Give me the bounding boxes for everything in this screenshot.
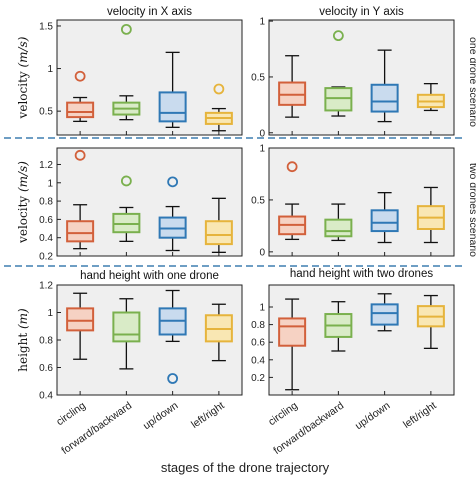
box-up-down: [370, 83, 399, 113]
y-tick-label: 0: [259, 128, 265, 139]
outlier-point: [332, 30, 344, 42]
outlier-point: [167, 176, 179, 188]
plot-area: [268, 147, 455, 257]
y-tick-label: 0.5: [251, 195, 265, 206]
box-left-right: [204, 220, 233, 246]
y-tick-label: 0.6: [251, 338, 265, 349]
panel-title: velocity in Y axis: [319, 6, 404, 18]
y-axis-unit: (m/s): [16, 36, 30, 67]
y-tick-label: 0.4: [39, 233, 53, 244]
y-tick-label: 1: [259, 144, 265, 155]
outlier-point: [120, 175, 132, 187]
panel-title: hand height with two drones: [290, 268, 433, 280]
y-tick-label: 0.6: [39, 215, 53, 226]
y-tick-label: 1: [47, 308, 53, 319]
box-circling: [66, 220, 95, 243]
panel-title: velocity in X axis: [107, 6, 192, 18]
y-tick-label: 0.8: [39, 197, 53, 208]
x-category-label: left/right: [189, 400, 227, 431]
y-axis-label-text: velocity: [16, 192, 30, 244]
row-label-one-drone: one drone scenario: [467, 37, 476, 127]
y-tick-label: 1: [47, 178, 53, 189]
y-tick-label: 0: [259, 247, 265, 258]
y-tick-label: 0.8: [251, 320, 265, 331]
outlier-point: [286, 161, 298, 173]
panel-title: hand height with one drone: [80, 270, 219, 282]
y-axis-label-text: height: [16, 329, 30, 372]
x-category-label: left/right: [401, 400, 439, 431]
y-axis-label: velocity (m/s): [16, 36, 30, 119]
y-tick-label: 1: [47, 64, 53, 75]
y-axis-label: velocity (m/s): [16, 161, 30, 244]
y-tick-label: 1.2: [39, 160, 53, 171]
x-category-label: circling: [266, 400, 300, 429]
y-axis-unit: (m/s): [16, 161, 30, 192]
y-tick-label: 0.5: [251, 72, 265, 83]
box-circling: [66, 307, 95, 332]
outlier-point: [213, 83, 225, 95]
y-tick-label: 1.5: [39, 21, 53, 32]
y-tick-label: 1: [259, 303, 265, 314]
plot-area: [268, 19, 455, 136]
y-axis-unit: (m): [16, 308, 30, 329]
outlier-point: [120, 23, 132, 35]
x-category-label: up/down: [353, 400, 393, 433]
figure-xlabel: stages of the drone trajectory: [161, 460, 330, 475]
row-label-two-drones: two drones scenario: [467, 163, 476, 257]
y-tick-label: 0.2: [251, 373, 265, 384]
outlier-point: [167, 373, 179, 384]
outlier-point: [74, 149, 86, 161]
y-tick-label: 0.5: [39, 107, 53, 118]
box-forward-backward: [324, 218, 353, 238]
box-forward-backward: [112, 311, 141, 343]
box-up-down: [370, 303, 399, 326]
box-circling: [278, 81, 307, 106]
x-category-label: circling: [54, 400, 88, 429]
y-tick-label: 0.6: [39, 363, 53, 374]
box-circling: [66, 101, 95, 119]
y-tick-label: 1.2: [39, 281, 53, 292]
y-tick-label: 0.8: [39, 336, 53, 347]
box-up-down: [370, 209, 399, 233]
y-tick-label: 0.2: [39, 252, 53, 263]
box-forward-backward: [324, 87, 353, 112]
outlier-point: [74, 70, 86, 82]
y-tick-label: 1: [259, 17, 265, 28]
y-axis-label: height (m): [16, 308, 30, 372]
y-axis-label-text: velocity: [16, 68, 30, 120]
y-tick-label: 0.4: [39, 391, 53, 402]
y-tick-label: 0.4: [251, 355, 265, 366]
x-category-label: up/down: [141, 400, 181, 433]
box-up-down: [158, 91, 187, 123]
box-circling: [278, 317, 307, 347]
